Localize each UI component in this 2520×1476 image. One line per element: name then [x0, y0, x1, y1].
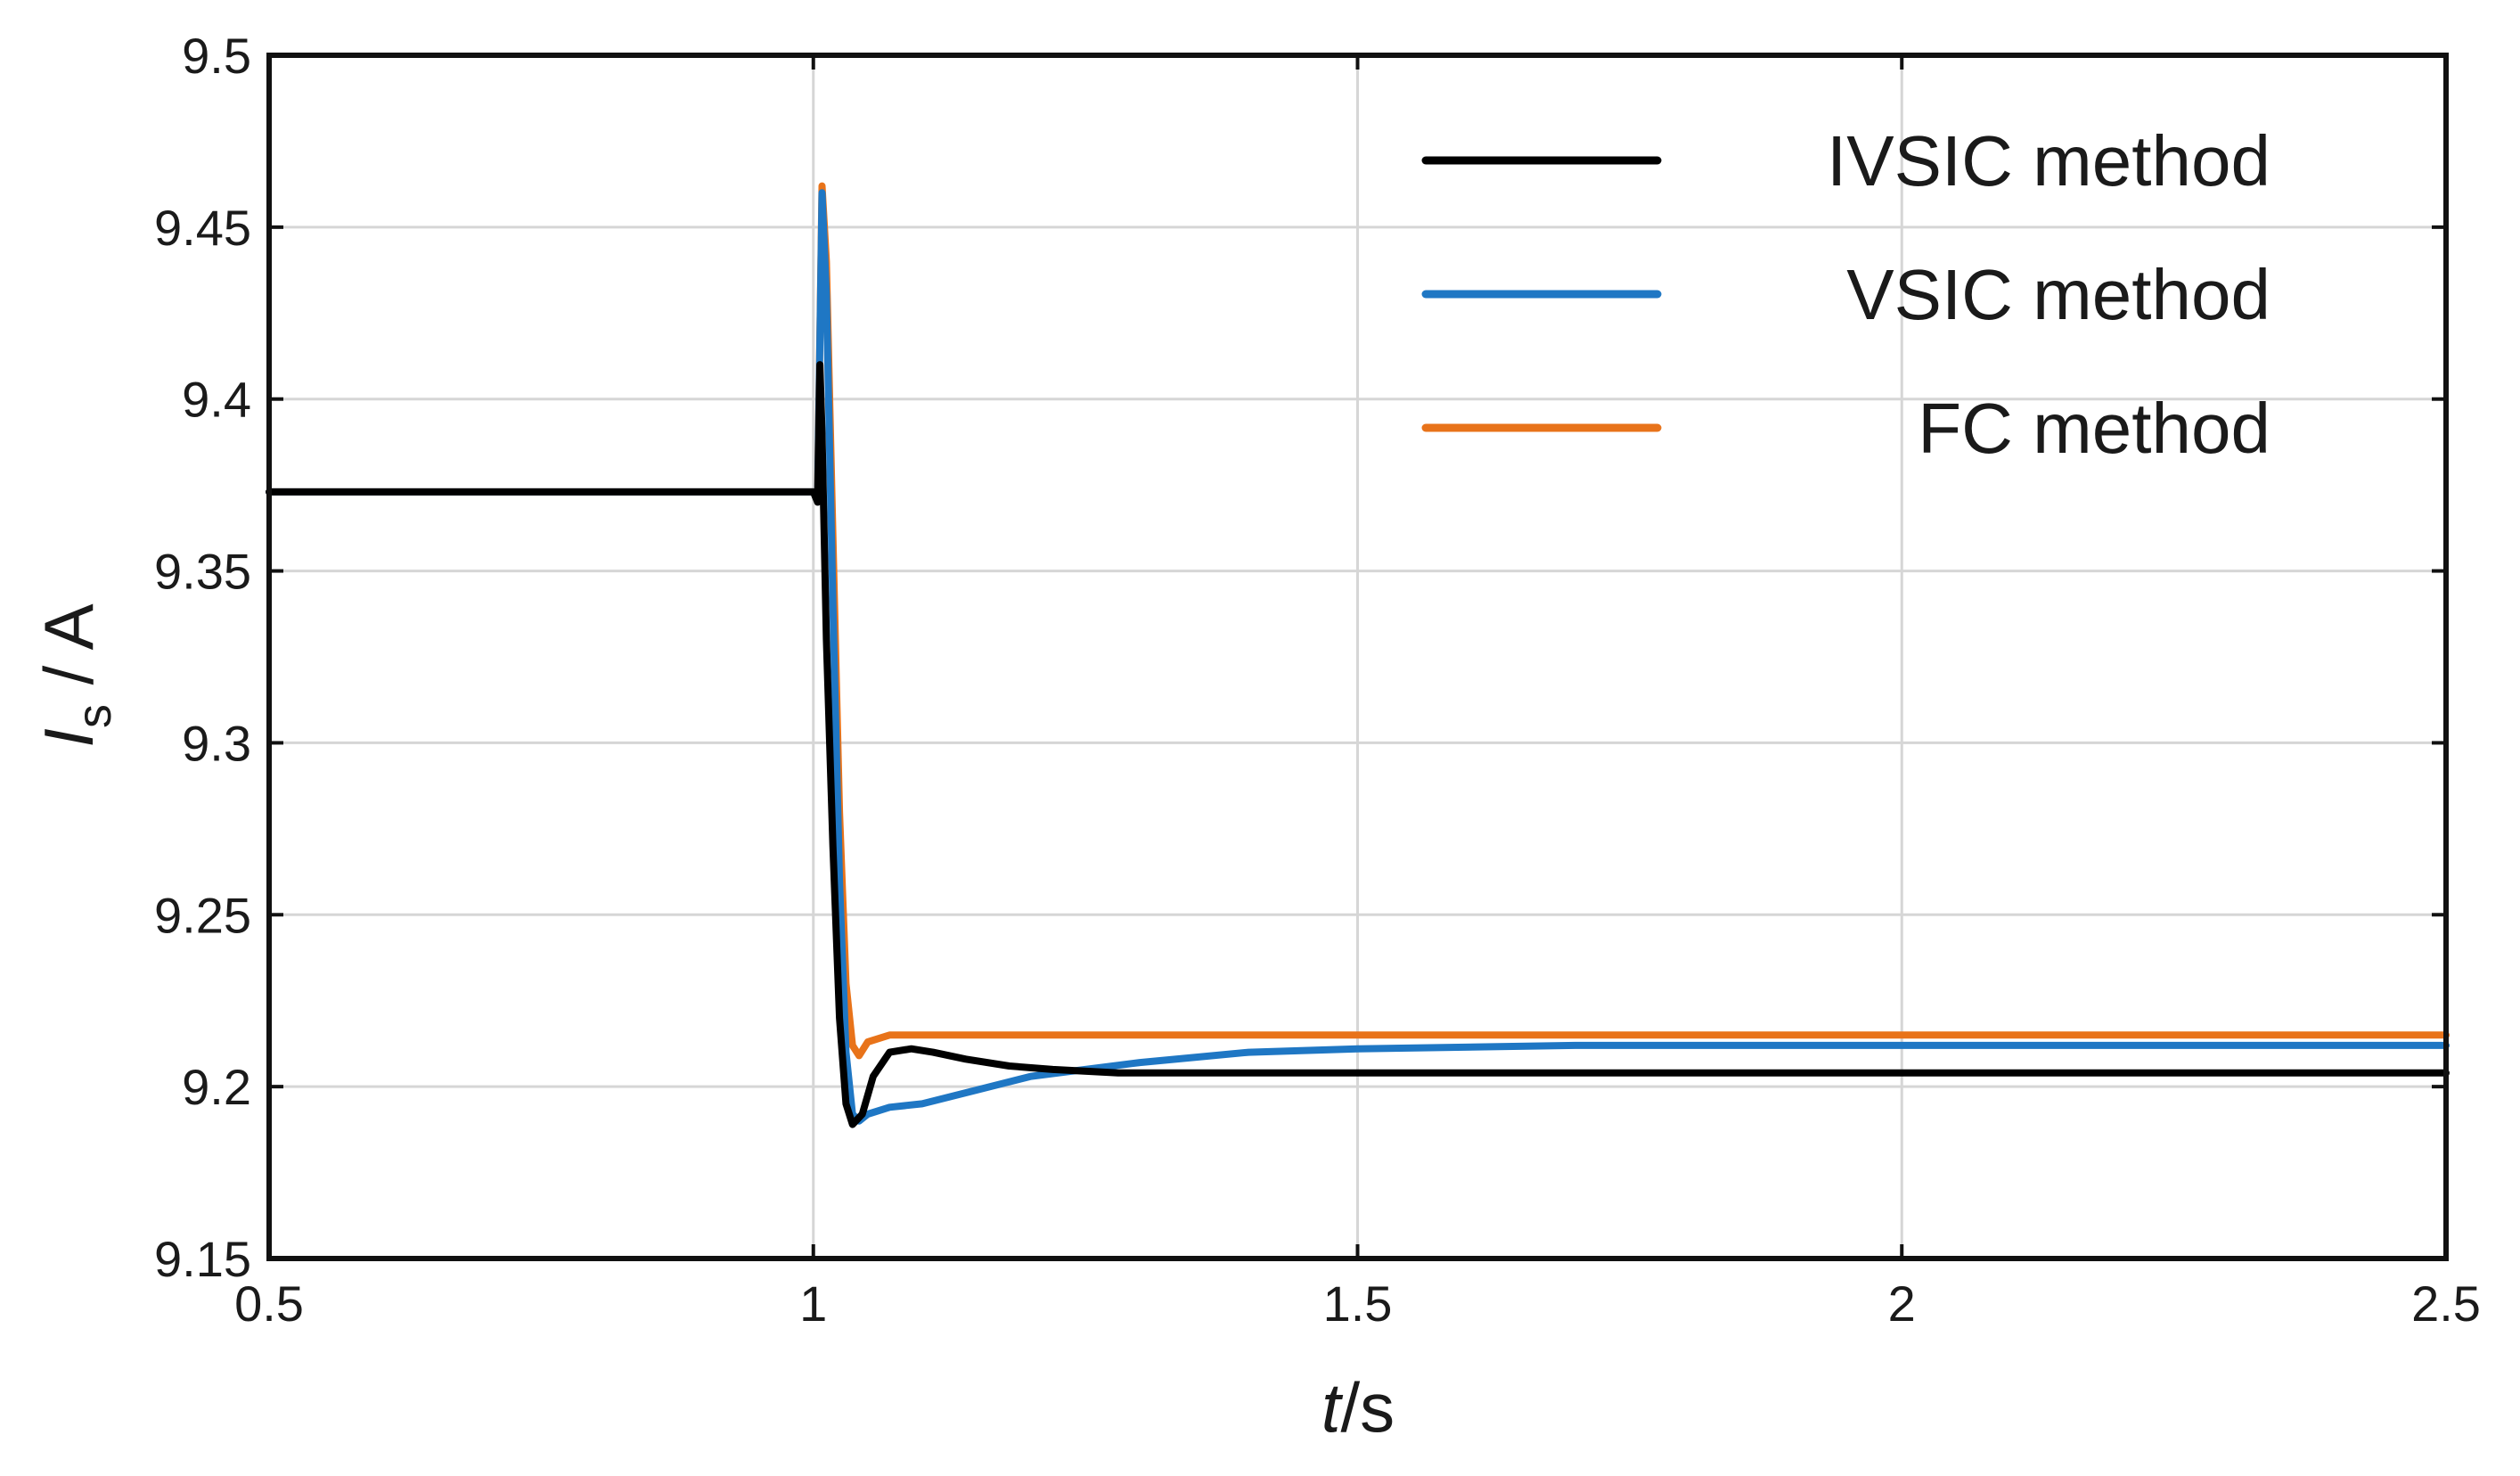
x-tick-label: 0.5: [234, 1275, 304, 1332]
x-tick-label: 2: [1888, 1275, 1916, 1332]
legend-label-vsic-method: VSIC method: [1846, 255, 2270, 334]
x-tick-label: 2.5: [2411, 1275, 2481, 1332]
y-tick-label: 9.3: [182, 715, 251, 771]
series-line-vsic-method: [266, 189, 2450, 1125]
x-axis-label: t/s: [1321, 1368, 1395, 1447]
axis-ticks: 0.5 1 1.5 2 2.5 9.15 9.2 9.25 9.3 9.35 9.4 9.45 9.5: [154, 28, 2481, 1332]
y-tick-label: 9.2: [182, 1059, 251, 1115]
y-tick-label: 9.35: [154, 544, 251, 600]
x-tick-label: 1.5: [1323, 1275, 1393, 1332]
x-tick-label: 1: [799, 1275, 827, 1332]
x-axis-label-symbol: t: [1321, 1368, 1344, 1447]
x-axis-label-unit: /s: [1341, 1368, 1395, 1447]
legend-label-ivsic-method: IVSIC method: [1827, 121, 2270, 201]
y-tick-label: 9.15: [154, 1231, 251, 1287]
legend-label-fc-method: FC method: [1918, 389, 2270, 468]
y-axis-label-unit: / A: [29, 603, 108, 704]
y-tick-label: 9.4: [182, 372, 251, 428]
series-line-ivsic-method: [266, 361, 2450, 1128]
series-lines: [266, 182, 2450, 1128]
y-axis-label-symbol: I: [29, 728, 108, 748]
grid-lines: [269, 55, 2446, 1259]
y-tick-label: 9.25: [154, 887, 251, 943]
legend: IVSIC method VSIC method FC method: [1421, 121, 2270, 468]
y-tick-label: 9.45: [154, 200, 251, 256]
y-tick-label: 9.5: [182, 28, 251, 84]
y-axis-label-subscript: s: [68, 704, 121, 728]
y-axis-label: Is / A: [29, 603, 121, 747]
